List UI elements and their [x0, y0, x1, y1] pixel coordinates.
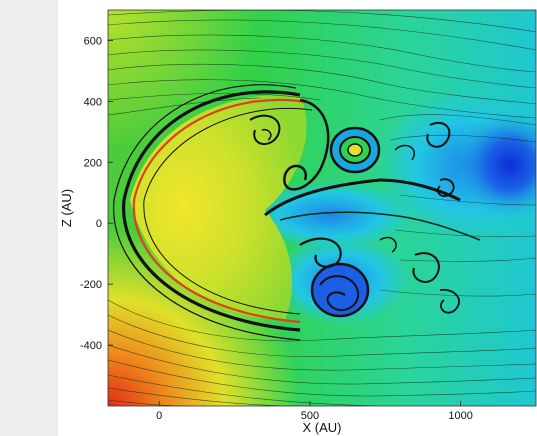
central-finger-edge [279, 211, 481, 241]
y-axis-ticks: -400 -200 0 200 400 600 [80, 35, 113, 352]
bow-shock [113, 84, 313, 341]
central-cyan-band [245, 180, 415, 250]
upper-vortex [329, 126, 381, 174]
y-tick-label: -400 [80, 340, 102, 352]
left-margin-strip [0, 0, 58, 436]
y-tick-label: 0 [96, 218, 102, 230]
upper-curl [249, 98, 330, 191]
x-axis-ticks: 0 500 1000 [156, 401, 473, 422]
contour-lines-outer [108, 10, 536, 119]
x-tick-label: 0 [156, 410, 162, 422]
central-finger [264, 178, 461, 217]
wake-blue-core [455, 110, 536, 220]
lower-vortex [299, 237, 370, 318]
y-tick-label: -200 [80, 279, 102, 291]
x-tick-label: 500 [301, 410, 319, 422]
y-axis-title: Z (AU) [59, 189, 74, 227]
plot-area [108, 10, 536, 406]
y-tick-label: 400 [84, 96, 102, 108]
plot-frame [107, 9, 537, 407]
wake-eddies [379, 122, 460, 314]
contour-lines-lower [108, 299, 536, 406]
contour-lines-wake [379, 114, 536, 297]
x-tick-label: 1000 [448, 410, 472, 422]
y-tick-label: 600 [84, 35, 102, 47]
x-axis-title: X (AU) [303, 420, 342, 435]
y-tick-label: 200 [84, 157, 102, 169]
